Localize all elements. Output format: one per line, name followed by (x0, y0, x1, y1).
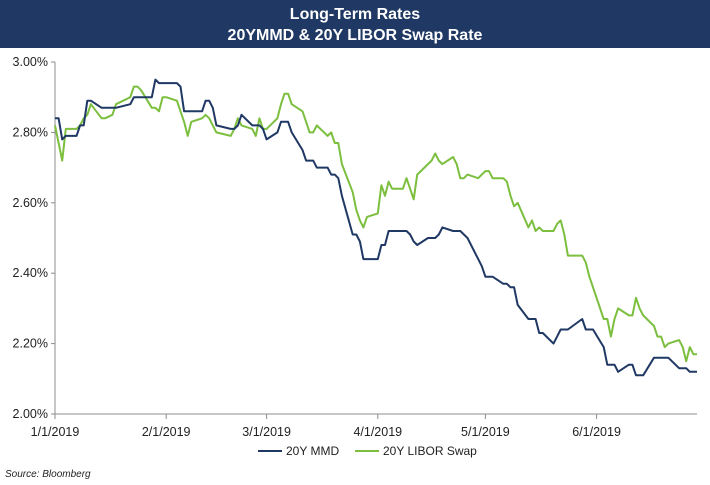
chart-axes: 2.00% 2.20% 2.40% 2.60% 2.80% 3.00% 1/1/2019 2/… (13, 55, 697, 439)
x-tick-label: 1/1/2019 (31, 425, 80, 439)
series-line-mmd (55, 78, 697, 377)
y-tick-label: 2.80% (13, 125, 48, 139)
x-tick-label: 5/1/2019 (461, 425, 510, 439)
chart-subtitle: 20YMMD & 20Y LIBOR Swap Rate (227, 27, 483, 44)
y-tick-label: 2.00% (13, 407, 48, 421)
source-note: Source: Bloomberg (5, 469, 91, 480)
chart-legend: 20Y MMD 20Y LIBOR Swap (258, 444, 477, 458)
chart-title-bar: Long-Term Rates 20YMMD & 20Y LIBOR Swap … (0, 0, 710, 48)
x-tick-label: 4/1/2019 (353, 425, 402, 439)
chart-series (54, 78, 697, 377)
x-tick-label: 6/1/2019 (572, 425, 621, 439)
y-tick-label: 2.20% (13, 337, 48, 351)
y-tick-label: 3.00% (13, 55, 48, 69)
series-line-libor-swap (54, 85, 697, 363)
legend-label: 20Y MMD (286, 444, 339, 458)
chart-title: Long-Term Rates (289, 6, 421, 23)
y-tick-label: 2.40% (13, 266, 48, 280)
x-tick-label: 3/1/2019 (242, 425, 291, 439)
y-tick-label: 2.60% (13, 196, 48, 210)
line-chart: 2.00% 2.20% 2.40% 2.60% 2.80% 3.00% 1/1/2019 2/… (13, 55, 697, 458)
x-tick-label: 2/1/2019 (142, 425, 191, 439)
legend-label: 20Y LIBOR Swap (383, 444, 477, 458)
